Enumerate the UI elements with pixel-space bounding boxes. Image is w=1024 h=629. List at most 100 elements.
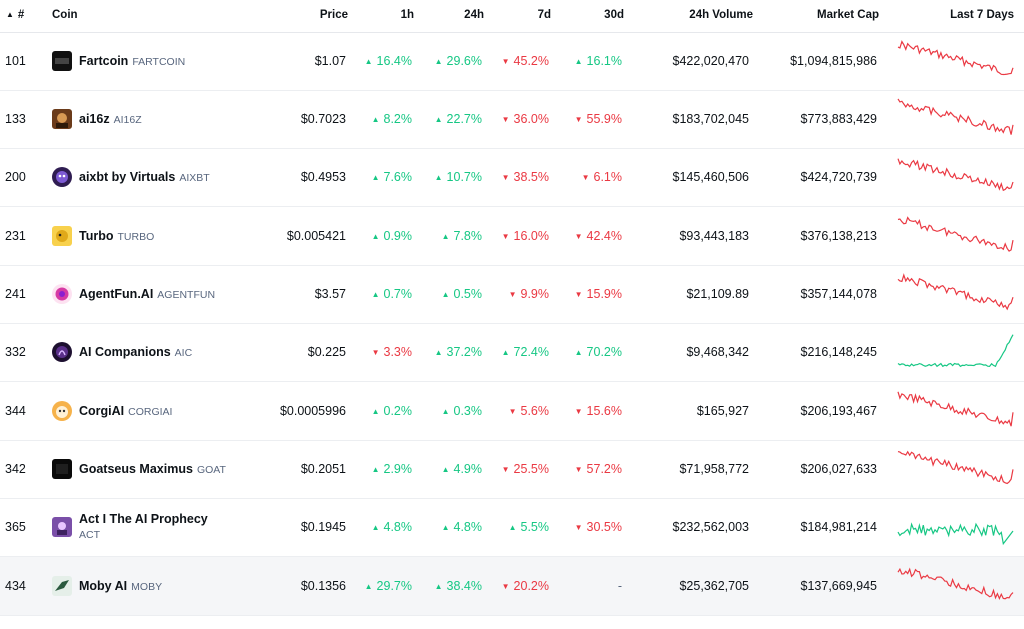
market-cap-header[interactable]: Market Cap — [817, 9, 879, 21]
price-cell: $0.4953 — [300, 170, 346, 184]
aixbt-logo-icon[interactable] — [52, 167, 72, 187]
coin-symbol: AI16Z — [113, 114, 142, 126]
caret-down-icon: ▼ — [501, 57, 510, 66]
caret-up-icon: ▲ — [441, 407, 450, 416]
table-row[interactable]: 434 Moby AI MOBY $0.1356 ▲ 29.7% ▲ 38.4% ▼ 20.2% -… — [0, 557, 1024, 616]
caret-up-icon: ▲ — [434, 582, 443, 591]
change-24h-value: 29.6% — [446, 54, 482, 68]
act-logo-icon[interactable] — [52, 517, 72, 537]
change-30d-value: 70.2% — [586, 345, 622, 359]
price-cell: $0.0005996 — [279, 404, 346, 418]
turbo-logo-icon[interactable] — [52, 226, 72, 246]
change-24h-value: 37.2% — [446, 345, 482, 359]
price-cell: $0.005421 — [286, 229, 346, 243]
price-cell: $0.7023 — [300, 112, 346, 126]
change-30d-value: 42.4% — [586, 229, 622, 243]
rank-cell: 133 — [5, 112, 26, 126]
caret-down-icon: ▼ — [574, 232, 583, 241]
change-1h: ▲ 0.2% — [345, 382, 412, 440]
table-row[interactable]: 365 Act I The AI Prophecy ACT $0.1945 ▲ 4.8% ▲… — [0, 498, 1024, 557]
rank-cell: 434 — [5, 579, 26, 593]
price-cell: $0.1356 — [300, 579, 346, 593]
change-1h-value: 0.9% — [383, 229, 413, 243]
table-row[interactable]: 231 Turbo TURBO $0.005421 ▲ 0.9% ▲ 7.8% ▼ 16.0% ▼ 4… — [0, 207, 1024, 266]
coin-name-link[interactable]: aixbt by Virtuals AIXBT — [79, 148, 279, 206]
change-1h: ▼ 3.3% — [345, 323, 412, 381]
table-row[interactable]: 342 Goatseus Maximus GOAT $0.2051 ▲ 2.9% ▲ 4.9%… — [0, 440, 1024, 499]
caret-up-icon: ▲ — [501, 348, 510, 357]
coin-name-link[interactable]: Turbo TURBO — [79, 207, 279, 265]
corgiai-logo-icon[interactable] — [52, 401, 72, 421]
sparkline-chart — [897, 40, 1014, 76]
caret-down-icon: ▼ — [508, 407, 517, 416]
coin-name-link[interactable]: Fartcoin FARTCOIN — [79, 32, 279, 90]
caret-up-icon: ▲ — [441, 523, 450, 532]
coin-name: Moby AI — [79, 579, 128, 593]
change-30d: ▼ 6.1% — [549, 148, 622, 206]
table-row[interactable]: 133 ai16z AI16Z $0.7023 ▲ 8.2% ▲ 22.7% ▼ 36.0% ▼ 55… — [0, 90, 1024, 149]
caret-down-icon: ▼ — [501, 115, 510, 124]
sparkline-line — [897, 158, 1014, 192]
change-30d-value: 55.9% — [586, 112, 622, 126]
table-row[interactable]: 101 Fartcoin FARTCOIN $1.07 ▲ 16.4% ▲ 29.6% ▼ 45.… — [0, 32, 1024, 91]
change-7d-header[interactable]: 7d — [537, 9, 551, 21]
coin-header[interactable]: Coin — [52, 9, 78, 21]
change-24h-value: 4.8% — [453, 520, 483, 534]
change-30d-value: 30.5% — [586, 520, 622, 534]
sparkline-line — [897, 567, 1014, 601]
volume-cell: $9,468,342 — [686, 345, 749, 359]
rank-cell: 344 — [5, 404, 26, 418]
last-7-days-header: Last 7 Days — [950, 9, 1014, 21]
change-30d: ▲ 70.2% — [549, 323, 622, 381]
change-30d-value: 6.1% — [593, 170, 623, 184]
change-30d-value: - — [617, 579, 622, 593]
table-row[interactable]: 241 AgentFun.AI AGENTFUN $3.57 ▲ 0.7% ▲ 0.5% ▼ 9.… — [0, 265, 1024, 324]
change-30d-value: 57.2% — [586, 462, 622, 476]
sort-rank-header[interactable]: ▲ # — [6, 9, 25, 21]
ai16z-logo-icon[interactable] — [52, 109, 72, 129]
price-header[interactable]: Price — [319, 9, 348, 21]
caret-up-icon: ▲ — [441, 290, 450, 299]
coin-name-link[interactable]: CorgiAI CORGIAI — [79, 382, 279, 440]
moby-logo-icon[interactable] — [52, 576, 72, 596]
coin-symbol: CORGIAI — [128, 406, 173, 418]
ai-companions-logo-icon[interactable] — [52, 342, 72, 362]
change-1h: ▲ 8.2% — [345, 90, 412, 148]
change-1h-header[interactable]: 1h — [400, 9, 414, 21]
volume-cell: $232,562,003 — [672, 520, 749, 534]
coin-name-link[interactable]: Act I The AI Prophecy ACT — [79, 511, 259, 543]
caret-up-icon: ▲ — [364, 582, 373, 591]
sparkline-chart — [897, 391, 1014, 427]
change-24h-header[interactable]: 24h — [464, 9, 484, 21]
rank-cell: 200 — [5, 170, 26, 184]
change-24h: ▲ 0.3% — [412, 382, 482, 440]
goat-logo-icon[interactable] — [52, 459, 72, 479]
fartcoin-logo-icon[interactable] — [52, 51, 72, 71]
coin-name-link[interactable]: Goatseus Maximus GOAT — [79, 440, 279, 498]
coin-name-link[interactable]: Moby AI MOBY — [79, 557, 279, 615]
volume-24h-header[interactable]: 24h Volume — [689, 9, 753, 21]
caret-up-icon: ▲ — [434, 115, 443, 124]
change-24h: ▲ 22.7% — [412, 90, 482, 148]
caret-up-icon: ▲ — [434, 173, 443, 182]
coin-name-link[interactable]: ai16z AI16Z — [79, 90, 279, 148]
market-cap-cell: $216,148,245 — [800, 345, 877, 359]
table-row[interactable]: 332 AI Companions AIC $0.225 ▼ 3.3% ▲ 37.2% ▲ 72.… — [0, 323, 1024, 382]
caret-up-icon: ▲ — [434, 348, 443, 357]
table-row[interactable]: 344 CorgiAI CORGIAI $0.0005996 ▲ 0.2% ▲ 0.3% ▼ 5.… — [0, 382, 1024, 441]
coin-symbol: ACT — [79, 529, 100, 541]
coin-name-link[interactable]: AI Companions AIC — [79, 323, 279, 381]
sparkline-line — [897, 522, 1014, 546]
change-7d: ▼ 36.0% — [482, 90, 549, 148]
coin-symbol: GOAT — [196, 464, 226, 476]
table-row[interactable]: 200 aixbt by Virtuals AIXBT $0.4953 ▲ 7.6% ▲ 10… — [0, 148, 1024, 207]
change-30d-header[interactable]: 30d — [604, 9, 624, 21]
sparkline-line — [897, 334, 1014, 368]
rank-cell: 342 — [5, 462, 26, 476]
agentfun-logo-icon[interactable] — [52, 284, 72, 304]
change-24h: ▲ 7.8% — [412, 207, 482, 265]
coin-name-link[interactable]: AgentFun.AI AGENTFUN — [79, 265, 279, 323]
caret-up-icon: ▲ — [371, 115, 380, 124]
market-cap-cell: $184,981,214 — [800, 520, 877, 534]
coin-symbol: TURBO — [117, 231, 155, 243]
